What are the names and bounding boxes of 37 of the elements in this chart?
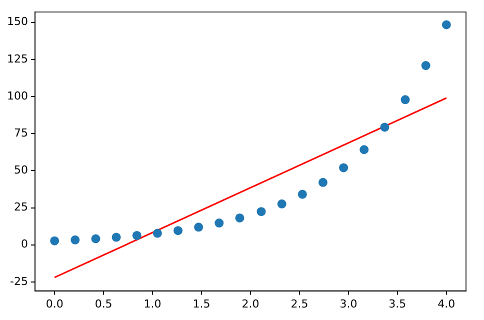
point — [194, 222, 204, 232]
x-tick-label: 1.0 — [144, 297, 162, 310]
point — [214, 218, 224, 228]
x-tick-label: 1.5 — [192, 297, 210, 310]
point — [50, 236, 60, 246]
y-tick-label: 25 — [14, 200, 28, 214]
y-tick-label: -25 — [10, 274, 28, 288]
x-tick-label: 4.0 — [438, 297, 456, 310]
y-tick-label: 100 — [6, 89, 28, 102]
point — [318, 178, 328, 187]
y-tick-label: 125 — [6, 52, 28, 66]
point — [91, 234, 100, 244]
point — [235, 213, 244, 222]
y-tick-label: 0 — [20, 238, 28, 251]
point — [277, 199, 286, 208]
x-tick-label: 3.0 — [340, 297, 358, 310]
y-tick-label: 50 — [14, 164, 28, 177]
point — [256, 207, 266, 216]
point — [360, 145, 369, 154]
x-tick-label: 3.5 — [388, 297, 406, 310]
point — [400, 95, 410, 104]
x-tick-label: 2.0 — [242, 297, 260, 310]
x-tick-label: 0.5 — [94, 297, 112, 310]
y-tick-label: 150 — [6, 15, 28, 28]
point — [132, 230, 142, 240]
point — [421, 61, 430, 70]
x-tick-label: 2.5 — [290, 297, 308, 310]
point — [174, 226, 183, 236]
point — [112, 232, 121, 242]
point — [70, 235, 80, 244]
point — [442, 20, 451, 30]
point — [339, 163, 348, 172]
point — [152, 228, 162, 238]
point — [380, 122, 390, 132]
x-tick-label: 0.0 — [46, 297, 64, 310]
y-tick-label: 75 — [14, 126, 28, 140]
point — [298, 190, 307, 199]
